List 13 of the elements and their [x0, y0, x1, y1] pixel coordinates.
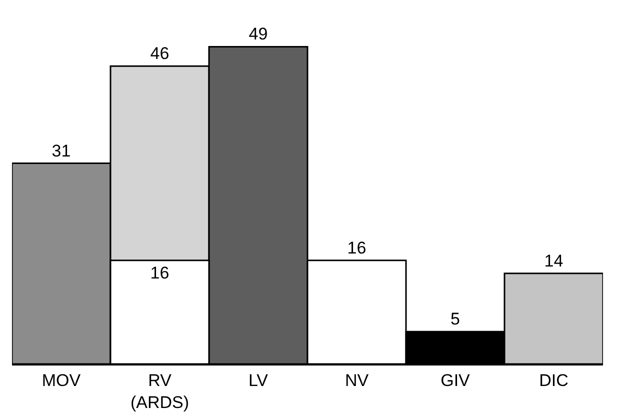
x-tick-label: MOV: [42, 370, 82, 390]
data-label: 14: [544, 251, 564, 270]
x-tick-label: RV (ARDS): [130, 370, 190, 412]
data-label: 5: [450, 310, 460, 329]
x-tick-label: LV: [248, 370, 269, 390]
data-label: 16: [347, 238, 366, 258]
data-label: 31: [52, 141, 71, 160]
data-label: 46: [150, 44, 170, 64]
data-label: 16: [150, 263, 170, 282]
x-tick-label: DIC: [539, 370, 568, 390]
x-tick-label: NV: [344, 370, 370, 390]
data-label: 49: [248, 24, 268, 44]
x-tick-label: GIV: [440, 370, 471, 390]
